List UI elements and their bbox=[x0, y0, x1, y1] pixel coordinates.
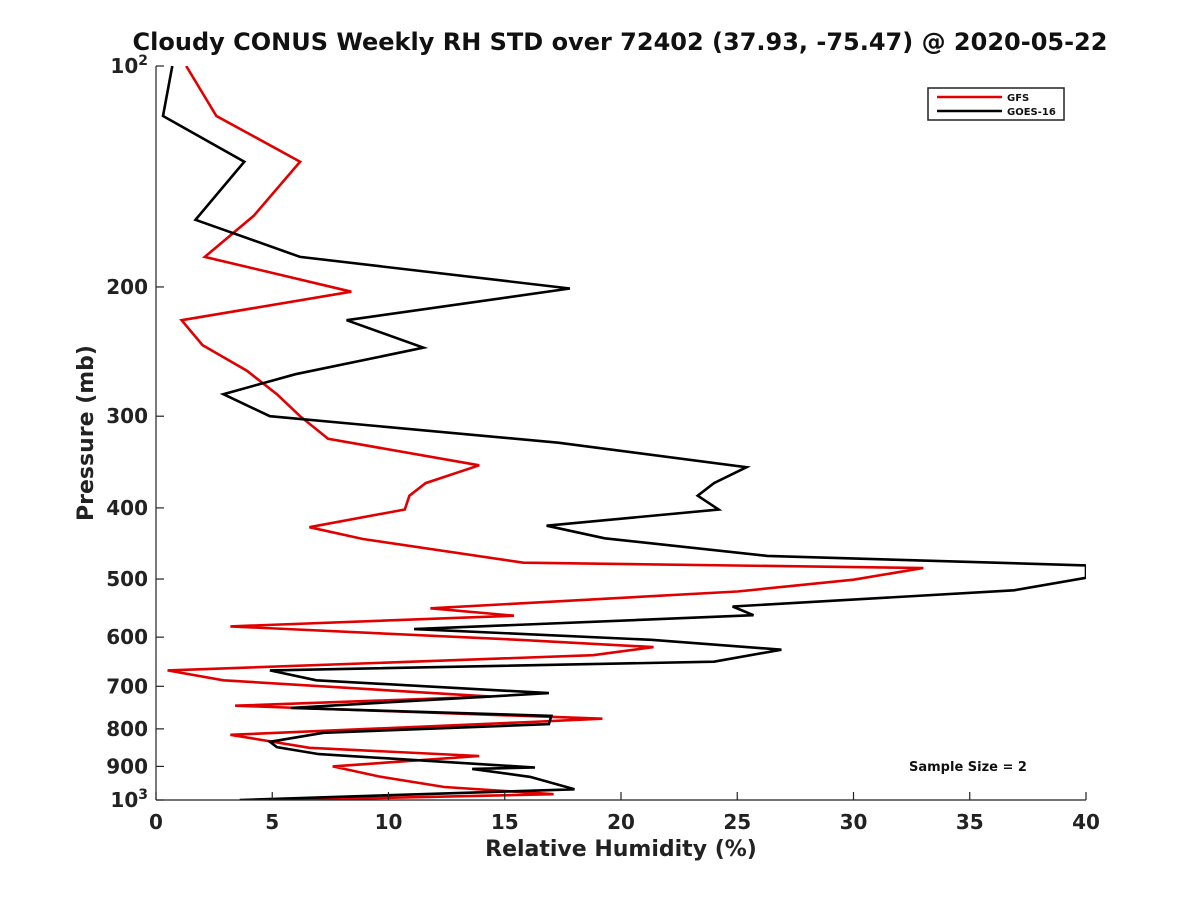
series-line-gfs bbox=[167, 66, 924, 800]
x-tick-label: 0 bbox=[149, 810, 163, 834]
y-tick-label: 700 bbox=[106, 674, 148, 698]
chart-title: Cloudy CONUS Weekly RH STD over 72402 (3… bbox=[132, 28, 1108, 56]
x-tick-label: 25 bbox=[723, 810, 751, 834]
y-tick-label: 400 bbox=[106, 496, 148, 520]
x-tick-label: 40 bbox=[1072, 810, 1100, 834]
y-tick-label: 200 bbox=[106, 275, 148, 299]
legend-label: GOES-16 bbox=[1007, 107, 1056, 118]
legend-label: GFS bbox=[1007, 93, 1029, 104]
series-line-goes-16 bbox=[161, 66, 1086, 800]
y-tick-label: 500 bbox=[106, 567, 148, 591]
y-tick-label: 800 bbox=[106, 717, 148, 741]
legend: GFS GOES-16 bbox=[927, 87, 1065, 121]
x-tick-label: 35 bbox=[956, 810, 984, 834]
x-tick-label: 30 bbox=[840, 810, 868, 834]
y-tick-label: 900 bbox=[106, 754, 148, 778]
x-tick-label: 10 bbox=[375, 810, 403, 834]
x-axis-label: Relative Humidity (%) bbox=[485, 837, 757, 862]
y-tick-label: 103 bbox=[110, 787, 148, 812]
legend-box bbox=[927, 87, 1065, 121]
y-tick-label: 102 bbox=[110, 53, 148, 78]
x-tick-label: 15 bbox=[491, 810, 519, 834]
x-tick-label: 20 bbox=[607, 810, 635, 834]
y-axis-label: Pressure (mb) bbox=[74, 345, 99, 521]
y-tick-label: 600 bbox=[106, 625, 148, 649]
y-tick-label: 300 bbox=[106, 404, 148, 428]
x-tick-label: 5 bbox=[265, 810, 279, 834]
sample-size-annotation: Sample Size = 2 bbox=[909, 760, 1027, 775]
